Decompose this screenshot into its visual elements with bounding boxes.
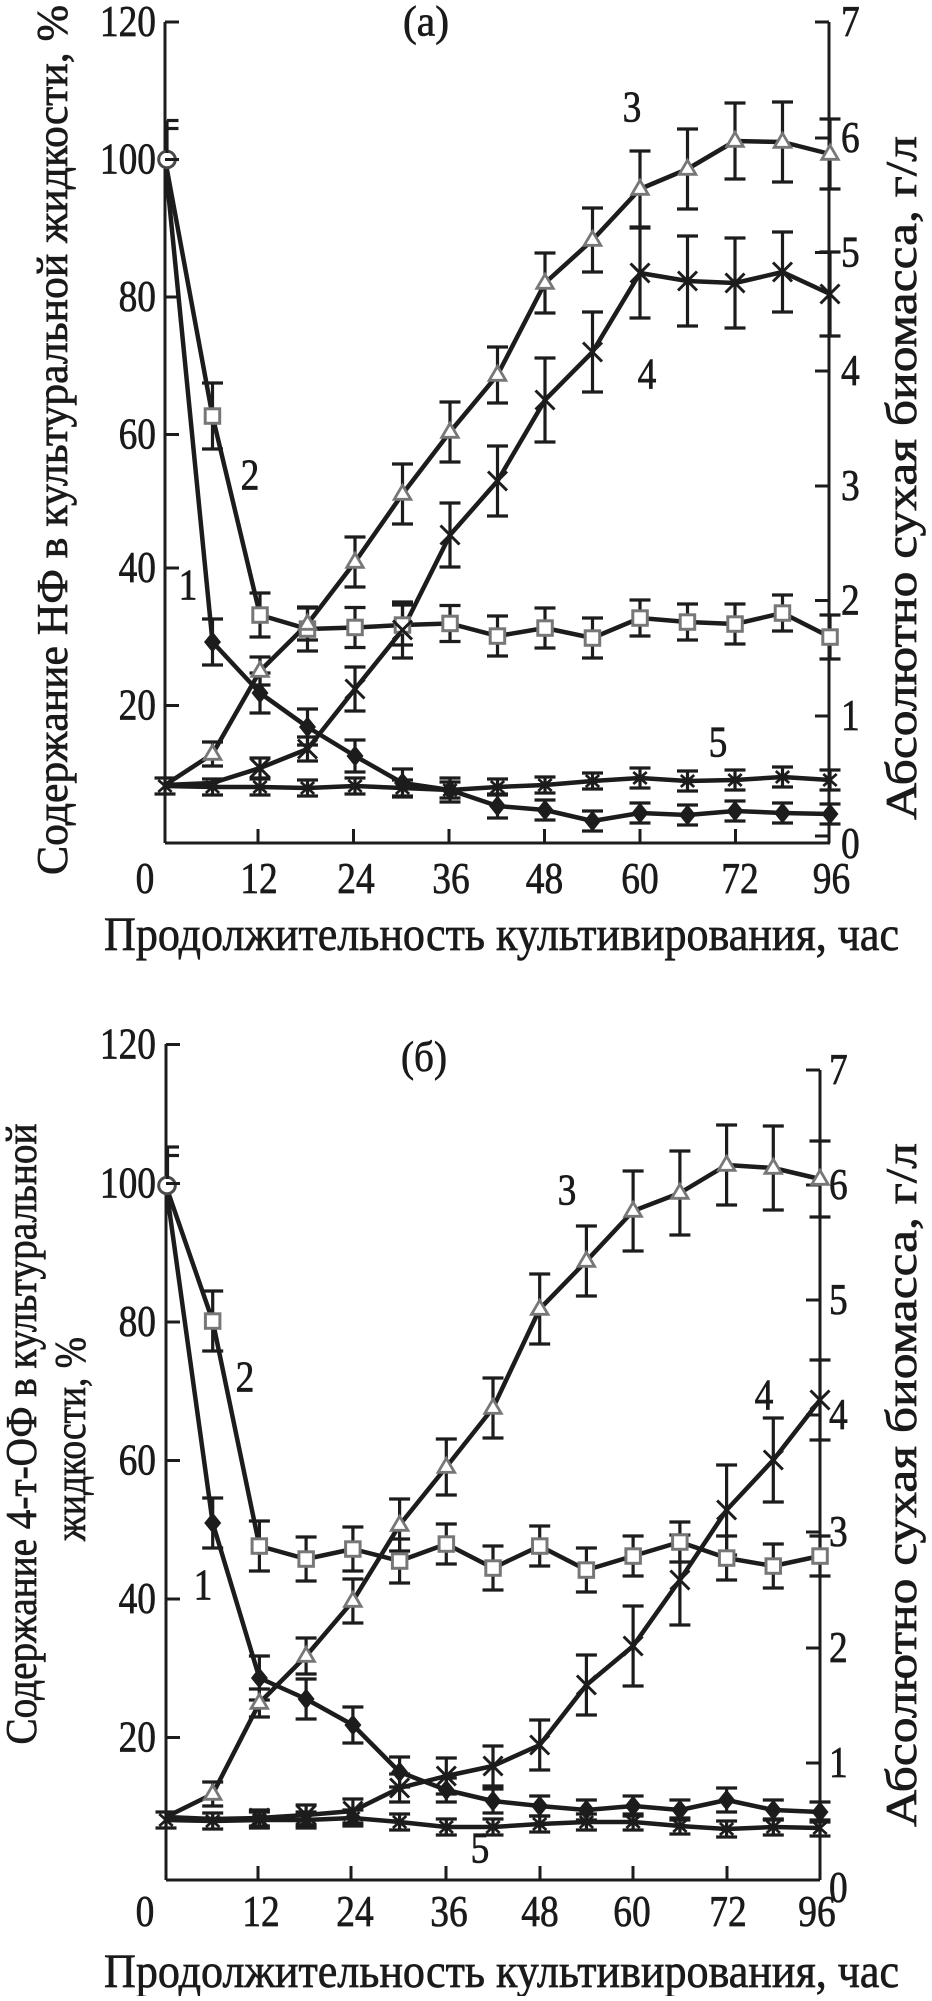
svg-text:3: 3	[841, 461, 860, 510]
svg-text:24: 24	[337, 854, 374, 903]
svg-text:48: 48	[526, 854, 563, 903]
svg-text:2: 2	[841, 576, 860, 625]
svg-text:20: 20	[119, 1713, 156, 1762]
svg-text:5: 5	[709, 718, 728, 767]
svg-text:0: 0	[841, 819, 860, 868]
svg-text:100: 100	[100, 135, 156, 184]
svg-text:4: 4	[755, 1371, 774, 1420]
svg-text:20: 20	[119, 681, 156, 730]
svg-text:12: 12	[240, 854, 277, 903]
svg-text:72: 72	[709, 1887, 746, 1936]
svg-text:0: 0	[829, 1863, 848, 1912]
svg-text:0: 0	[136, 854, 155, 903]
svg-text:7: 7	[841, 0, 860, 46]
svg-text:3: 3	[558, 1166, 577, 1215]
svg-text:48: 48	[521, 1887, 558, 1936]
svg-text:1: 1	[179, 561, 198, 610]
svg-text:1: 1	[829, 1738, 848, 1787]
svg-text:3: 3	[623, 83, 642, 132]
svg-text:Продолжительность культивирова: Продолжительность культивирования, час	[104, 908, 899, 961]
svg-text:120: 120	[100, 1020, 156, 1069]
svg-text:96: 96	[813, 854, 850, 903]
svg-text:100: 100	[100, 1159, 156, 1208]
svg-text:Абсолютно сухая биомасса, г/л: Абсолютно сухая биомасса, г/л	[877, 136, 926, 820]
svg-text:36: 36	[430, 1887, 467, 1936]
svg-text:24: 24	[336, 1887, 373, 1936]
svg-text:60: 60	[613, 1887, 650, 1936]
svg-text:6: 6	[841, 113, 860, 162]
svg-text:2: 2	[829, 1623, 848, 1672]
svg-text:Содержание НФ в культуральной: Содержание НФ в культуральной жидкости, …	[28, 5, 77, 875]
svg-text:1: 1	[841, 691, 860, 740]
svg-text:Содержание 4-т-ОФ в культураль: Содержание 4-т-ОФ в культуральной	[0, 1124, 46, 1745]
svg-text:40: 40	[119, 543, 156, 592]
svg-text:1: 1	[194, 1561, 213, 1610]
svg-text:5: 5	[471, 1824, 490, 1873]
svg-text:60: 60	[119, 410, 156, 459]
svg-text:2: 2	[241, 451, 260, 500]
svg-text:Абсолютно сухая биомасса, г/л: Абсолютно сухая биомасса, г/л	[877, 1143, 926, 1827]
svg-text:40: 40	[119, 1574, 156, 1623]
svg-text:0: 0	[136, 1887, 155, 1936]
svg-text:4: 4	[841, 346, 860, 395]
svg-text:2: 2	[236, 1353, 255, 1402]
svg-text:120: 120	[100, 0, 156, 46]
svg-text:60: 60	[119, 1436, 156, 1485]
svg-text:жидкости, %: жидкости, %	[46, 1337, 95, 1542]
svg-text:80: 80	[119, 1297, 156, 1346]
svg-text:4: 4	[829, 1390, 848, 1439]
svg-text:Продолжительность культивирова: Продолжительность культивирования, час	[104, 1945, 899, 1996]
svg-text:3: 3	[829, 1507, 848, 1556]
svg-text:5: 5	[829, 1275, 848, 1324]
svg-text:4: 4	[638, 350, 657, 399]
svg-text:60: 60	[621, 854, 658, 903]
svg-text:(б): (б)	[401, 1034, 447, 1081]
svg-text:5: 5	[841, 228, 860, 277]
svg-text:(а): (а)	[403, 0, 449, 46]
svg-text:80: 80	[119, 272, 156, 321]
svg-text:6: 6	[829, 1160, 848, 1209]
svg-text:96: 96	[798, 1887, 835, 1936]
svg-text:7: 7	[829, 1045, 848, 1094]
svg-text:72: 72	[721, 854, 758, 903]
svg-text:36: 36	[432, 854, 469, 903]
svg-text:12: 12	[242, 1887, 279, 1936]
